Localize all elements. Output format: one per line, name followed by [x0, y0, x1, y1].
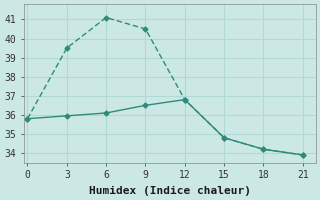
- X-axis label: Humidex (Indice chaleur): Humidex (Indice chaleur): [89, 186, 251, 196]
